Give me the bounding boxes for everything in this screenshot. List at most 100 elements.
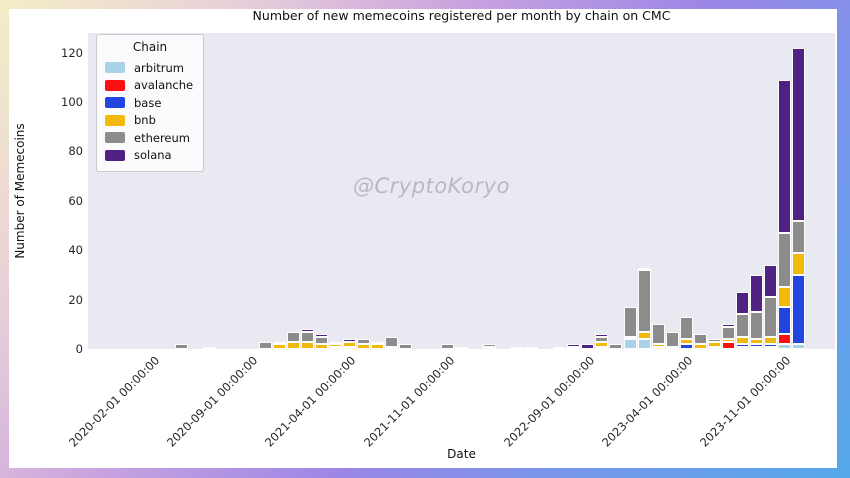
bar-segment-ethereum xyxy=(749,311,763,340)
bar-segment-bnb xyxy=(314,344,328,349)
y-tick-label: 60 xyxy=(68,193,83,208)
bar-segment-solana xyxy=(595,334,609,337)
bar-segment-ethereum xyxy=(763,297,777,337)
bar-segment-base xyxy=(749,344,763,347)
legend-entry-ethereum: ethereum xyxy=(105,129,195,147)
bar-segment-bnb xyxy=(272,344,286,349)
bar-segment-ethereum xyxy=(721,326,735,340)
plot-area xyxy=(88,33,835,349)
bar-segment-ethereum xyxy=(553,346,567,349)
bar-segment-ethereum xyxy=(777,232,791,288)
legend-label: arbitrum xyxy=(134,60,184,75)
bar-segment-ethereum xyxy=(300,331,314,342)
bar-segment-bnb xyxy=(651,344,665,347)
legend-entry-arbitrum: arbitrum xyxy=(105,59,195,77)
y-tick-label: 100 xyxy=(61,95,83,109)
bar-segment-bnb xyxy=(665,346,679,349)
bar-segment-base xyxy=(777,307,791,335)
y-tick-label: 80 xyxy=(68,144,83,159)
bar-segment-arbitrum xyxy=(735,346,749,349)
legend-swatch-base xyxy=(105,97,125,109)
bar-segment-base xyxy=(679,344,693,349)
legend-label: ethereum xyxy=(134,130,190,145)
bar-segment-solana xyxy=(300,329,314,332)
bar-segment-bnb xyxy=(385,346,398,349)
bar-segment-ethereum xyxy=(483,344,497,347)
bar-segment-avalanche xyxy=(721,341,735,349)
bar-segment-solana xyxy=(342,339,356,342)
bar-segment-solana xyxy=(314,334,328,337)
bar-segment-ethereum xyxy=(441,344,455,349)
bar-segment-arbitrum xyxy=(707,346,721,349)
bar-segment-ethereum xyxy=(693,334,707,345)
legend-swatch-ethereum xyxy=(105,132,125,144)
y-tick-label: 40 xyxy=(68,243,83,258)
bar-segment-solana xyxy=(637,267,651,270)
bar-segment-arbitrum xyxy=(651,346,665,349)
bar-segment-ethereum xyxy=(455,346,469,349)
bar-segment-arbitrum xyxy=(791,344,805,349)
bar-segment-ethereum xyxy=(399,344,413,349)
bar-segment-ethereum xyxy=(651,324,665,345)
bar-segment-solana xyxy=(721,324,735,327)
bar-segment-ethereum xyxy=(679,316,693,340)
bar-segment-arbitrum xyxy=(637,339,651,349)
bar-segment-arbitrum xyxy=(623,339,637,349)
bar-segment-solana xyxy=(567,344,581,347)
bar-segment-ethereum xyxy=(735,314,749,337)
bar-segment-arbitrum xyxy=(777,344,791,349)
bar-segment-ethereum xyxy=(385,336,398,347)
legend-swatch-arbitrum xyxy=(105,62,125,74)
bar-segment-ethereum xyxy=(665,331,679,347)
bar-segment-bnb xyxy=(749,339,763,345)
watermark-text: @CryptoKoryo xyxy=(353,174,510,198)
bar-segment-ethereum xyxy=(623,307,637,337)
bar-segment-bnb xyxy=(693,344,707,349)
bar-segment-bnb xyxy=(791,252,805,275)
bar-segment-ethereum xyxy=(286,331,300,342)
bar-segment-solana xyxy=(370,341,384,345)
bar-segment-bnb xyxy=(721,339,735,342)
bar-segment-solana xyxy=(272,341,286,345)
bar-segment-bnb xyxy=(707,341,721,347)
bar-segment-ethereum xyxy=(258,341,272,349)
bar-segment-bnb xyxy=(300,341,314,349)
bar-segment-solana xyxy=(777,79,791,233)
bar-segment-ethereum xyxy=(609,344,623,349)
bar-segment-ethereum xyxy=(595,336,609,342)
bar-segment-ethereum xyxy=(511,346,525,349)
bar-segment-base xyxy=(328,346,342,349)
bar-segment-ethereum xyxy=(791,220,805,253)
bar-segment-bnb xyxy=(637,331,651,340)
legend-entry-avalanche: avalanche xyxy=(105,77,195,95)
bar-segment-ethereum xyxy=(202,346,216,349)
bar-segment-ethereum xyxy=(174,344,188,349)
bar-segment-bnb xyxy=(777,287,791,308)
bar-segment-avalanche xyxy=(595,346,609,349)
legend-entry-solana: solana xyxy=(105,147,195,165)
bar-segment-solana xyxy=(749,274,763,312)
legend-entry-base: base xyxy=(105,94,195,112)
bar-segment-bnb xyxy=(370,344,384,349)
bar-segment-bnb xyxy=(735,336,749,345)
y-axis-label: Number of Memecoins xyxy=(13,123,27,259)
bar-segment-solana xyxy=(763,265,777,298)
legend-swatch-bnb xyxy=(105,114,125,126)
legend-label: solana xyxy=(134,148,172,163)
chart-title: Number of new memecoins registered per m… xyxy=(252,8,671,23)
chart-legend: Chain arbitrum avalanche base bnb ethereum so… xyxy=(96,34,204,172)
bar-segment-ethereum xyxy=(356,339,370,345)
legend-entry-bnb: bnb xyxy=(105,112,195,130)
legend-label: avalanche xyxy=(134,78,194,93)
bar-segment-bnb xyxy=(342,341,356,347)
legend-label: base xyxy=(134,95,162,110)
bar-segment-ethereum xyxy=(314,336,328,345)
bar-segment-bnb xyxy=(679,339,693,345)
bar-segment-solana xyxy=(581,344,595,349)
y-axis-ticks: 0 20 40 60 80 100 120 xyxy=(40,0,83,478)
bar-segment-base xyxy=(735,344,749,347)
bar-segment-bnb xyxy=(595,341,609,347)
y-tick-label: 0 xyxy=(75,342,83,356)
bar-segment-arbitrum xyxy=(763,346,777,349)
